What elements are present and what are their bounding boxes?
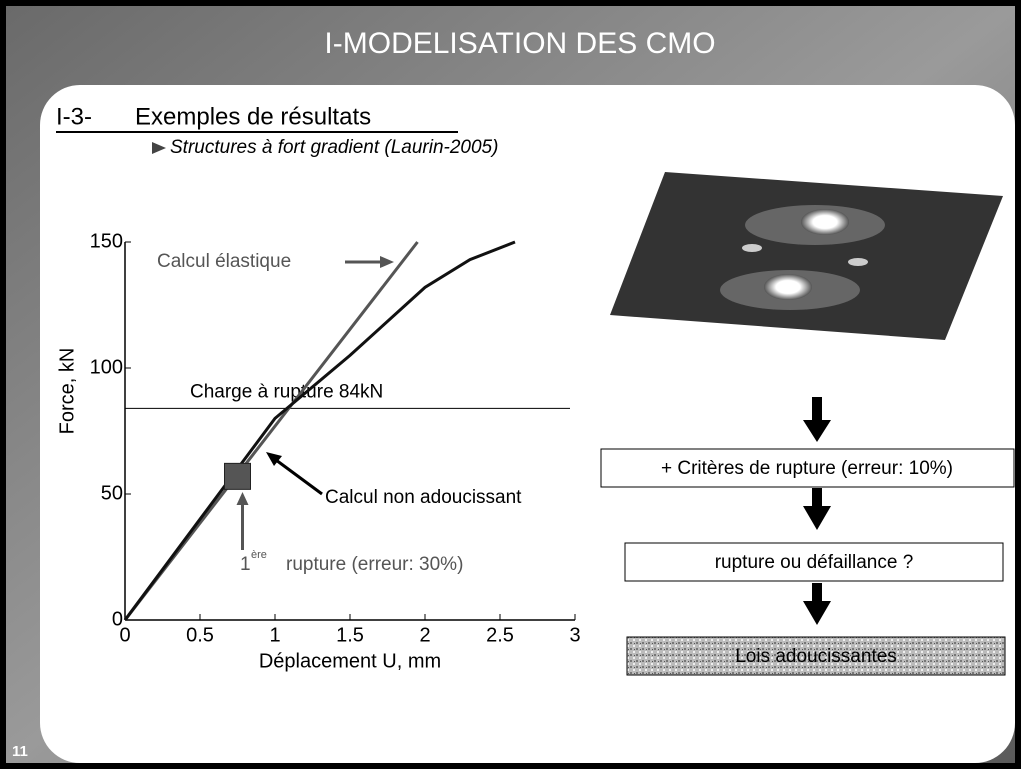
y-tick-label: 0: [112, 608, 123, 630]
annotation: Calcul élastique: [157, 251, 291, 272]
annotation: rupture (erreur: 30%): [286, 554, 463, 575]
x-axis-label: Déplacement U, mm: [259, 650, 441, 672]
page-number: 11: [12, 743, 28, 760]
annotation-arrowhead: [236, 492, 249, 505]
bullet: [152, 142, 166, 154]
annotation-superscript: ère: [251, 549, 267, 561]
step-box: [600, 448, 1015, 488]
section-number: I-3-: [56, 103, 92, 130]
subtitle: Structures à fort gradient (Laurin-2005): [170, 137, 498, 158]
y-tick-label: 100: [90, 356, 123, 378]
x-tick-label: 1: [269, 624, 280, 646]
annotation: Calcul non adoucissant: [325, 487, 522, 508]
x-tick-label: 0.5: [186, 624, 214, 646]
step-box: [624, 542, 1004, 582]
x-tick-label: 0: [119, 624, 130, 646]
y-axis-label: Force, kN: [56, 348, 78, 435]
annotation-arrowhead: [266, 452, 282, 466]
step-box: [626, 636, 1006, 676]
plate-image: [610, 172, 1003, 340]
series-line: [123, 240, 516, 621]
section-title: Exemples de résultats: [135, 103, 371, 130]
reference-label: Charge à rupture 84kN: [190, 381, 383, 402]
step-text: Lois adoucissantes: [735, 646, 897, 667]
flow-arrows: [803, 397, 831, 625]
annotation-arrowhead: [380, 256, 394, 268]
annotation-arrow: [275, 458, 323, 496]
slide-title: I-MODELISATION DES CMO: [324, 27, 715, 60]
step-text: + Critères de rupture (erreur: 10%): [661, 458, 953, 479]
y-tick-label: 50: [101, 482, 123, 504]
x-tick-label: 3: [569, 624, 580, 646]
x-tick-label: 2: [419, 624, 430, 646]
rupture-marker: [224, 462, 251, 490]
x-tick-label: 2.5: [486, 624, 514, 646]
y-tick-label: 150: [90, 230, 123, 252]
x-tick-label: 1.5: [336, 624, 364, 646]
chart: 0 50 100 150 0 0.5 1 1.5 2 2.5 3 Déplacement U, mm F…: [56, 230, 580, 672]
annotation: 1: [240, 554, 251, 575]
step-text: rupture ou défaillance ?: [715, 552, 914, 573]
series-line: [123, 241, 419, 621]
